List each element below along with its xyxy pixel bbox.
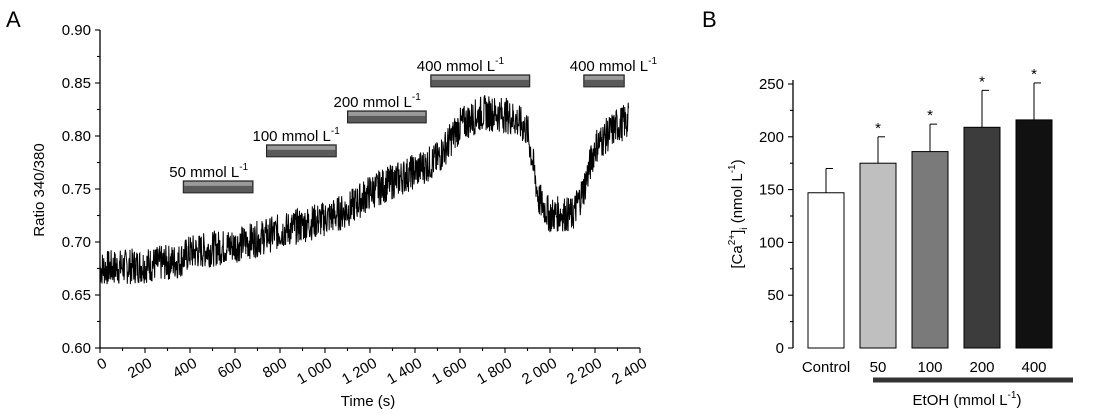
panel-a-x-tick-label: 1 200 (339, 355, 380, 388)
panel-a-y-axis-label: Ratio 340/380 (31, 143, 48, 236)
panel-a-x-tick-label: 600 (215, 355, 245, 382)
panel-b-y-tick-label: 50 (767, 287, 784, 304)
panel-a-x-tick-label: 0 (94, 355, 110, 374)
panel-a-ratio-trace (99, 95, 629, 285)
panel-a-y-tick-label: 0.85 (62, 75, 91, 92)
panel-a-x-tick-label: 1 600 (429, 355, 470, 388)
panel-a-x-tick-label: 2 000 (519, 355, 560, 388)
panel-b-y-tick-label: 250 (759, 76, 784, 93)
panel-a-x-axis-label: Time (s) (341, 393, 395, 410)
panel-a-annotation-bar-highlight (348, 111, 426, 116)
panel-a-x-tick-label: 400 (170, 355, 200, 382)
panel-a-annotation-label: 400 mmol L-1 (417, 56, 505, 75)
panel-a-x-tick-label: 2 200 (564, 355, 605, 388)
panel-b-label: B (702, 7, 717, 32)
panel-a-annotation-label: 400 mmol L-1 (570, 56, 658, 75)
panel-a-x-ticks: 0 200 400 600 800 1 000 1 200 1 400 1 600 1 800 2 … (94, 348, 650, 388)
panel-a-y-tick-label: 0.65 (62, 287, 91, 304)
panel-a-annotation-label: 100 mmol L-1 (253, 126, 341, 145)
panel-b-y-tick-label: 150 (759, 182, 784, 199)
panel-a-y-tick-label: 0.75 (62, 181, 91, 198)
panel-b-category-label: 400 (1021, 359, 1046, 376)
panel-a-y-tick-label: 0.70 (62, 234, 91, 251)
panel-a-x-tick-label: 200 (125, 355, 155, 382)
panel-a: A 0.60 0.65 0.70 0.75 0.80 0.85 0.90 0 200 400 60… (6, 7, 657, 410)
panel-b-bar (1015, 119, 1053, 349)
panel-b-y-tick-label: 100 (759, 234, 784, 251)
panel-b-category-label: 100 (917, 359, 942, 376)
panel-b-y-ticks: 0 50 100 150 200 250 (759, 76, 793, 357)
panel-b-y-tick-label: 0 (776, 340, 784, 357)
panel-b-bar (859, 162, 897, 349)
panel-b-y-tick-label: 200 (759, 129, 784, 146)
panel-a-annotation-label: 50 mmol L-1 (169, 162, 248, 181)
panel-b-y-axis-label: [Ca2+]i (nmol L-1) (727, 159, 750, 268)
panel-a-annotation-bar-highlight (267, 145, 336, 150)
panel-a-x-tick-label: 1 800 (474, 355, 515, 388)
panel-a-annotation-label: 200 mmol L-1 (334, 92, 422, 111)
panel-b-bars: Control * 50 * 100 * 200 * 400 (802, 66, 1053, 376)
panel-b-category-label: 200 (969, 359, 994, 376)
panel-b-category-label: Control (802, 359, 850, 376)
panel-b-significance-marker: * (979, 73, 985, 90)
panel-a-y-tick-label: 0.80 (62, 128, 91, 145)
panel-a-y-tick-label: 0.90 (62, 22, 91, 39)
panel-b-significance-marker: * (1031, 66, 1037, 83)
panel-a-annotation-bar-highlight (584, 75, 624, 80)
panel-a-annotation-bar-highlight (184, 181, 252, 186)
panel-b-bar (911, 151, 949, 349)
panel-a-y-ticks: 0.60 0.65 0.70 0.75 0.80 0.85 0.90 (62, 22, 100, 357)
panel-a-x-tick-label: 2 400 (609, 355, 650, 388)
panel-a-x-tick-label: 800 (260, 355, 290, 382)
panel-b: B 0 50 100 150 200 250 Control * 50 * 100 * 200 * 400… (702, 7, 1073, 409)
panel-b-significance-marker: * (875, 120, 881, 137)
panel-b-category-label: 50 (870, 359, 887, 376)
panel-b-x-axis-label: EtOH (mmol L-1) (913, 390, 1022, 409)
panel-a-concentration-annotations: 50 mmol L-1 100 mmol L-1 200 mmol L-1 400 m… (169, 56, 658, 194)
panel-b-bar (807, 192, 845, 349)
panel-a-label: A (6, 7, 21, 32)
panel-a-y-tick-label: 0.60 (62, 340, 91, 357)
panel-a-x-tick-label: 1 400 (384, 355, 425, 388)
panel-a-annotation-bar-highlight (431, 75, 529, 80)
panel-a-x-tick-label: 1 000 (294, 355, 335, 388)
panel-b-bar (963, 126, 1001, 349)
panel-b-significance-marker: * (927, 107, 933, 124)
